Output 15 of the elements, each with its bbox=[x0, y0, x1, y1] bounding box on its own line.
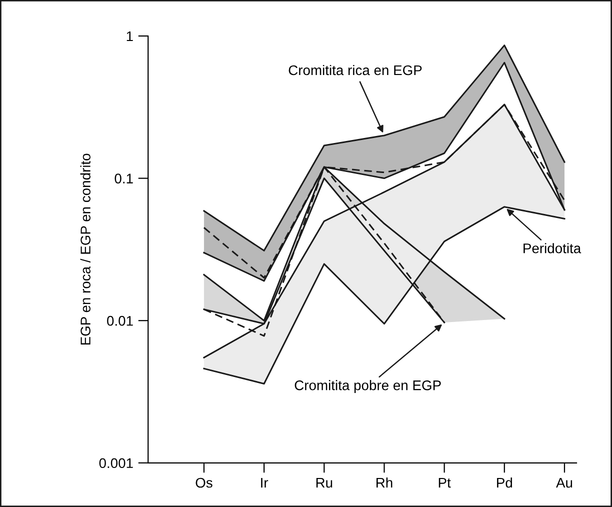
x-tick-label: Pd bbox=[497, 477, 512, 488]
x-tick-label: Au bbox=[556, 478, 572, 488]
annotation: Peridotita bbox=[524, 243, 582, 254]
y-axis-title: EGP en roca / EGP en condrito bbox=[80, 154, 90, 345]
x-tick-label: Os bbox=[196, 478, 212, 488]
y-tick-label: 0.001 bbox=[99, 458, 133, 468]
y-tick-label: 0.01 bbox=[107, 316, 133, 326]
annotation: Cromitita pobre en EGP bbox=[294, 380, 441, 393]
y-tick-label: 1 bbox=[126, 31, 133, 42]
x-tick-label: Ir bbox=[261, 478, 268, 488]
x-tick-label: Pt bbox=[438, 478, 451, 488]
x-tick-label: Rh bbox=[376, 477, 392, 488]
y-tick-label: 0.1 bbox=[114, 174, 133, 184]
annotation: Cromitita rica en EGP bbox=[288, 64, 422, 76]
x-tick-label: Ru bbox=[316, 478, 332, 488]
